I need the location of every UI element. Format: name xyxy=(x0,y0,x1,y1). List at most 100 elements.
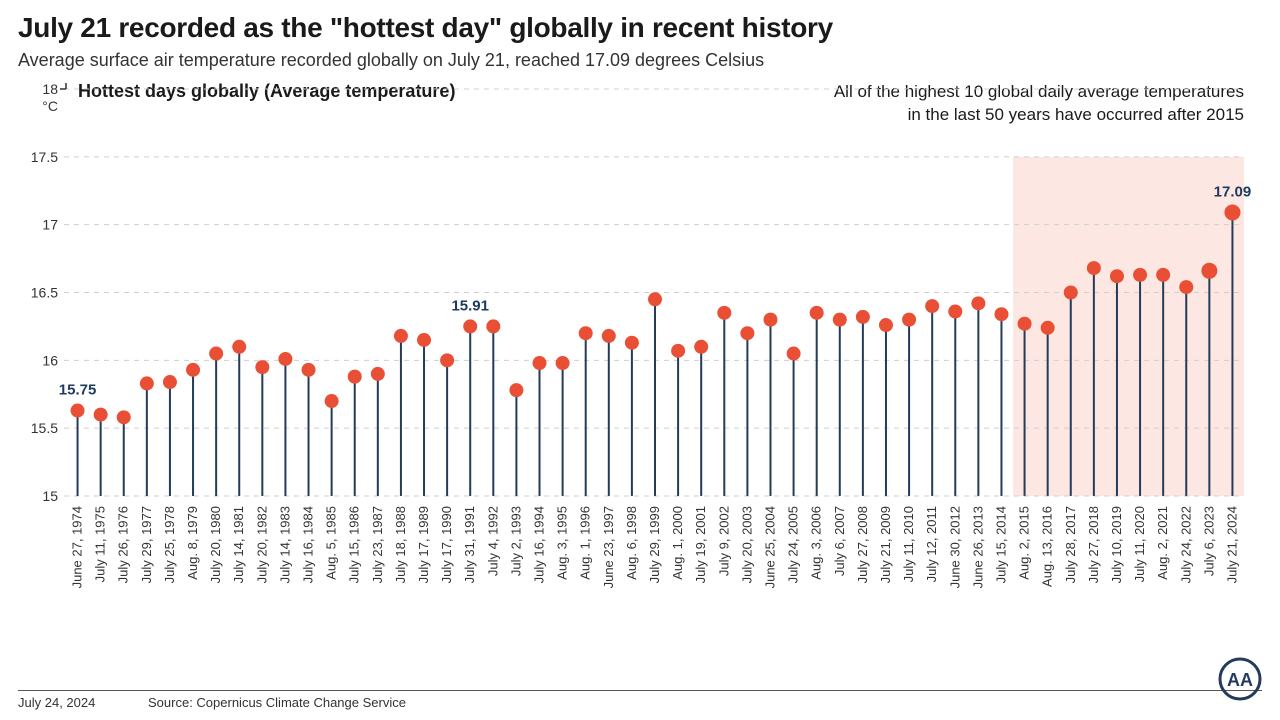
value-annotation: 17.09 xyxy=(1214,183,1252,200)
lollipop-marker xyxy=(417,333,431,347)
x-tick-label: July 26, 1976 xyxy=(116,506,131,583)
chart-area: Hottest days globally (Average temperatu… xyxy=(18,81,1262,641)
y-tick-label: 15 xyxy=(42,488,58,504)
x-tick-label: Aug. 3, 1995 xyxy=(555,506,570,580)
lollipop-marker xyxy=(371,367,385,381)
lollipop-marker xyxy=(1041,321,1055,335)
x-tick-label: July 29, 1999 xyxy=(647,506,662,583)
lollipop-marker xyxy=(486,319,500,333)
x-tick-label: July 19, 2001 xyxy=(693,506,708,583)
x-tick-label: July 20, 1982 xyxy=(254,506,269,583)
lollipop-marker xyxy=(902,313,916,327)
x-tick-label: July 21, 2009 xyxy=(878,506,893,583)
lollipop-marker xyxy=(325,394,339,408)
y-tick-label: 16.5 xyxy=(31,285,58,301)
lollipop-marker xyxy=(509,383,523,397)
x-tick-label: July 27, 2008 xyxy=(855,506,870,583)
y-tick-label: 17 xyxy=(42,217,58,233)
lollipop-marker xyxy=(255,360,269,374)
x-tick-label: Aug. 5, 1985 xyxy=(324,506,339,580)
x-tick-label: July 9, 2002 xyxy=(716,506,731,576)
lollipop-marker xyxy=(856,310,870,324)
lollipop-marker xyxy=(879,318,893,332)
lollipop-marker xyxy=(787,347,801,361)
lollipop-marker xyxy=(671,344,685,358)
x-tick-label: July 24, 2022 xyxy=(1178,506,1193,583)
lollipop-marker xyxy=(1018,317,1032,331)
x-tick-label: July 4, 1992 xyxy=(485,506,500,576)
lollipop-marker xyxy=(925,299,939,313)
x-tick-label: July 6, 2007 xyxy=(832,506,847,576)
x-tick-label: July 14, 1981 xyxy=(231,506,246,583)
lollipop-chart: 15 15.5 16 16.5 17 17.5 18°C June 27, 1974 July … xyxy=(18,81,1262,641)
lollipop-marker xyxy=(1064,286,1078,300)
lollipop-marker xyxy=(948,304,962,318)
x-tick-label: July 2, 1993 xyxy=(508,506,523,576)
x-tick-label: July 31, 1991 xyxy=(462,506,477,583)
lollipop-marker xyxy=(278,352,292,366)
x-tick-label: July 11, 1975 xyxy=(93,506,108,582)
lollipop-marker xyxy=(971,296,985,310)
lollipop-marker xyxy=(1156,268,1170,282)
lollipop-marker xyxy=(602,329,616,343)
lollipop-marker xyxy=(625,336,639,350)
page-title: July 21 recorded as the "hottest day" gl… xyxy=(18,12,1262,44)
x-tick-label: July 14, 1983 xyxy=(277,506,292,583)
page-subtitle: Average surface air temperature recorded… xyxy=(18,50,1262,71)
x-tick-label: June 26, 2013 xyxy=(970,506,985,588)
lollipop-marker xyxy=(348,370,362,384)
y-unit-label: °C xyxy=(42,98,58,114)
x-tick-label: July 17, 1989 xyxy=(416,506,431,583)
lollipop-marker xyxy=(740,326,754,340)
lollipop-marker xyxy=(209,347,223,361)
x-tick-label: June 27, 1974 xyxy=(70,506,85,588)
x-tick-label: June 25, 2004 xyxy=(762,506,777,588)
x-tick-label: July 21, 2024 xyxy=(1224,506,1239,583)
x-tick-label: Aug. 6, 1998 xyxy=(624,506,639,580)
x-tick-label: July 28, 2017 xyxy=(1063,506,1078,583)
footer-source: Source: Copernicus Climate Change Servic… xyxy=(148,695,1262,710)
lollipop-marker xyxy=(694,340,708,354)
lollipop-marker xyxy=(140,376,154,390)
lollipop-marker xyxy=(186,363,200,377)
lollipop-marker xyxy=(71,404,85,418)
x-tick-label: July 15, 2014 xyxy=(993,506,1008,583)
x-tick-label: July 15, 1986 xyxy=(347,506,362,583)
lollipop-marker xyxy=(648,292,662,306)
x-tick-label: Aug. 2, 2015 xyxy=(1017,506,1032,580)
brand-logo: AA xyxy=(1218,657,1262,706)
x-tick-label: Aug. 3, 2006 xyxy=(809,506,824,580)
x-tick-label: July 25, 1978 xyxy=(162,506,177,583)
x-tick-label: June 30, 2012 xyxy=(947,506,962,588)
lollipop-marker xyxy=(579,326,593,340)
lollipop-marker xyxy=(810,306,824,320)
lollipop-marker xyxy=(1087,261,1101,275)
lollipop-marker xyxy=(232,340,246,354)
x-tick-label: Aug. 1, 2000 xyxy=(670,506,685,580)
x-tick-label: July 20, 2003 xyxy=(739,506,754,583)
x-tick-label: Aug. 1, 1996 xyxy=(578,506,593,580)
x-tick-label: July 16, 1994 xyxy=(532,506,547,583)
footer-divider xyxy=(18,690,1262,691)
x-tick-label: July 10, 2019 xyxy=(1109,506,1124,583)
y-tick-label: 15.5 xyxy=(31,420,58,436)
y-tick-label: 18 xyxy=(42,81,58,97)
lollipop-marker xyxy=(1133,268,1147,282)
x-tick-label: July 11, 2010 xyxy=(901,506,916,582)
x-tick-label: July 24, 2005 xyxy=(786,506,801,583)
x-tick-label: July 6, 2023 xyxy=(1201,506,1216,576)
x-tick-label: July 23, 1987 xyxy=(370,506,385,583)
axis-corner xyxy=(60,83,66,89)
x-tick-label: July 16, 1984 xyxy=(301,506,316,583)
lollipop-marker xyxy=(463,319,477,333)
footer-date: July 24, 2024 xyxy=(18,695,148,710)
lollipop-marker-emph xyxy=(1224,204,1240,220)
footer: July 24, 2024 Source: Copernicus Climate… xyxy=(0,690,1280,710)
lollipop-marker xyxy=(556,356,570,370)
x-tick-label: June 23, 1997 xyxy=(601,506,616,588)
y-tick-label: 16 xyxy=(42,352,58,368)
x-tick-label: July 12, 2011 xyxy=(924,506,939,582)
lollipop-marker xyxy=(994,307,1008,321)
y-tick-label: 17.5 xyxy=(31,149,58,165)
lollipop-marker xyxy=(440,353,454,367)
